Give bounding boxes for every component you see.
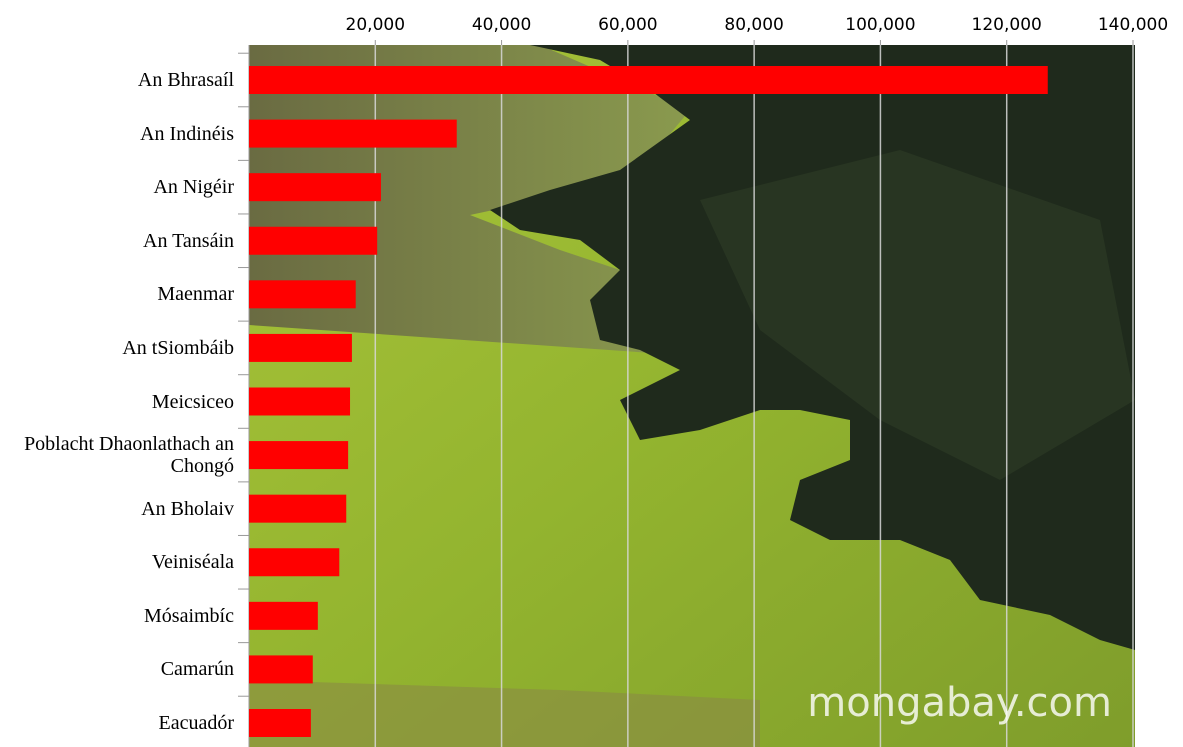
y-tick-label: Eacuadór: [158, 712, 234, 734]
bar: [249, 601, 318, 630]
bar: [249, 280, 356, 309]
x-tick-label: 100,000: [845, 15, 915, 35]
y-tick-label: An Bhrasaíl: [137, 69, 234, 91]
x-tick-label: 20,000: [346, 15, 405, 35]
bar: [249, 494, 347, 523]
bar: [249, 173, 381, 202]
bar: [249, 66, 1048, 94]
y-tick-label: Maenmar: [157, 283, 234, 306]
bar: [249, 441, 349, 470]
bar: [249, 226, 378, 255]
y-tick-label: Poblacht Dhaonlathach an Chongó: [24, 433, 234, 478]
y-tick-label: An Indinéis: [140, 122, 234, 145]
y-tick-label: An Bholaiv: [141, 497, 234, 520]
bar: [249, 655, 313, 684]
bars: [249, 66, 1048, 737]
background-photo: [249, 45, 1135, 747]
x-tick-label: 80,000: [724, 15, 783, 35]
x-tick-label: 140,000: [1098, 15, 1168, 35]
watermark: mongabay.com: [807, 680, 1112, 726]
x-tick-label: 40,000: [472, 15, 531, 35]
y-tick-label: An tSiombáib: [122, 336, 234, 359]
bar: [249, 119, 457, 148]
grid: [374, 45, 1134, 747]
y-tick-label: Meicsiceo: [151, 390, 234, 413]
y-tick-label: Mósaimbíc: [144, 604, 234, 627]
y-tick-label: Camarún: [160, 658, 234, 681]
y-tick-label: An Tansáin: [143, 229, 234, 252]
bar: [249, 548, 340, 577]
bar: [249, 387, 351, 416]
bar: [249, 709, 311, 737]
y-tick-label: Veiniséala: [151, 551, 234, 574]
bar: [249, 333, 352, 362]
y-tick-label: An Nigéir: [153, 176, 234, 199]
x-tick-label: 120,000: [972, 15, 1042, 35]
x-tick-label: 60,000: [598, 15, 657, 35]
